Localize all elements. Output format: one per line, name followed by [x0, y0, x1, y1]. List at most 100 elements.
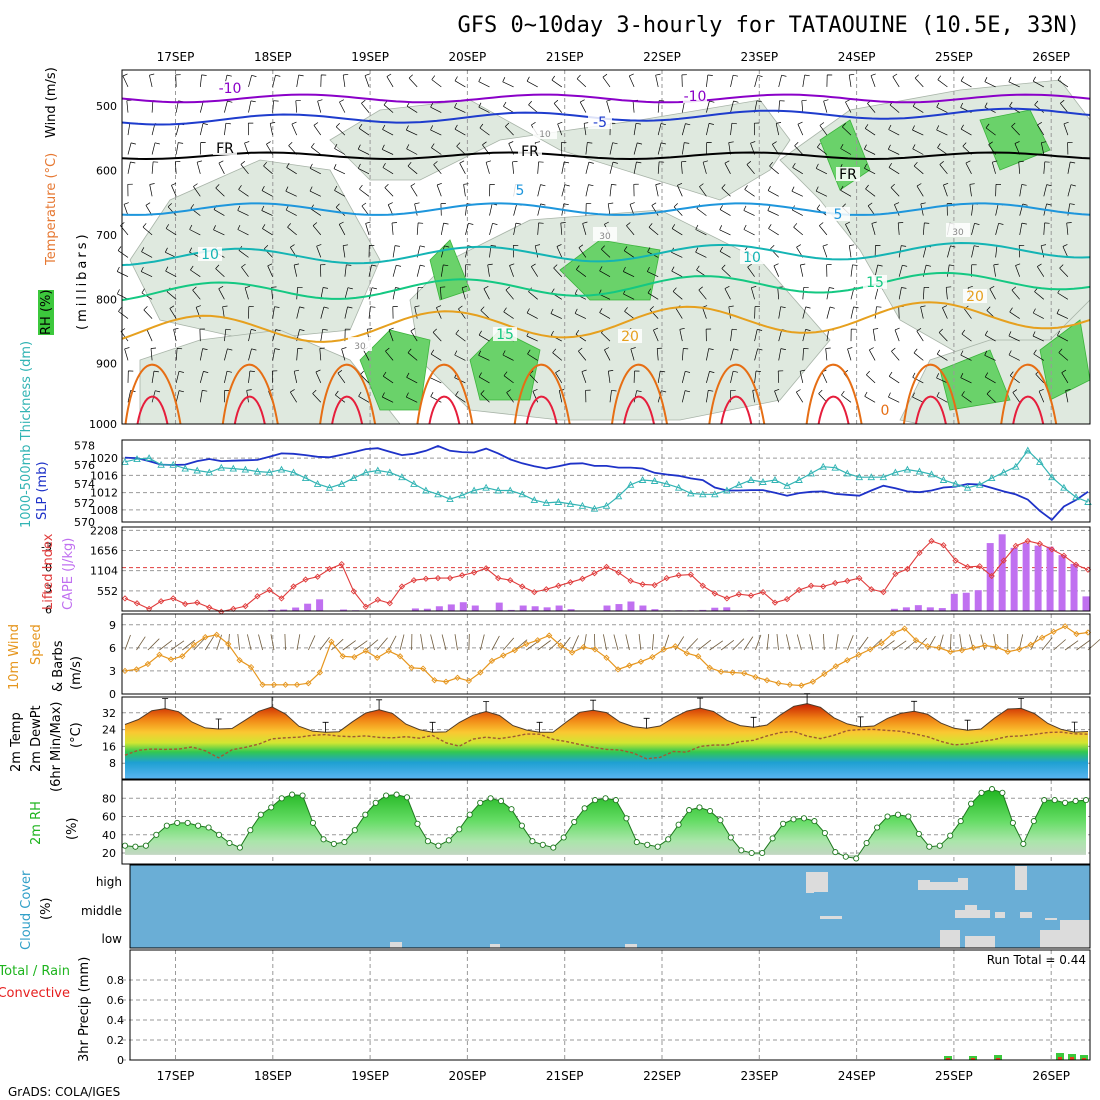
wind10m-point [270, 681, 278, 688]
rh-point [529, 838, 536, 845]
wind-barb [190, 265, 201, 277]
wind-barb [898, 264, 908, 277]
rh-point [393, 791, 400, 798]
bottom-date-label: 26SEP [1032, 1069, 1070, 1083]
thickness-tick-label: 572 [74, 497, 95, 510]
wind10m-point [1061, 623, 1069, 630]
lifted-index-point [603, 563, 610, 571]
wind-barb [706, 123, 714, 136]
wind-barb [560, 222, 566, 235]
wind-barb [290, 389, 297, 403]
wind-barb [825, 347, 831, 361]
wind-barb [1067, 184, 1076, 197]
thickness-point [374, 466, 382, 474]
wind-barb [503, 371, 514, 384]
wind10m-point [603, 654, 610, 661]
thickness-point [542, 498, 551, 506]
wind-barb [537, 161, 544, 174]
wind-barb [724, 285, 731, 300]
lifted-index-label: Lifted Index [41, 533, 56, 610]
wind-barb [392, 245, 400, 258]
wind10m-point [958, 647, 966, 654]
wind-barb [912, 392, 924, 403]
wind-barb [218, 285, 225, 300]
bottom-date-axis: 17SEP 18SEP 19SEP 20SEP 21SEP 22SEP 23SEP 24SEP… [157, 1069, 1070, 1083]
max-temp-whisker [911, 700, 918, 712]
wind-barb [576, 265, 587, 277]
wind-barb [960, 76, 972, 88]
wind-barb [247, 122, 254, 136]
wind-barb [431, 75, 442, 88]
wind10m-barb [1053, 639, 1066, 651]
wind10m-barb [560, 636, 571, 651]
wind-barb [681, 390, 691, 403]
max-temp-whisker [1071, 721, 1078, 733]
wind-barb [480, 306, 490, 319]
wind-barb [414, 305, 420, 319]
wind10m-barb [823, 633, 825, 651]
cloud-level-middle: middle [81, 904, 122, 918]
wind-barb [673, 203, 683, 216]
wind10m-barb [319, 637, 330, 651]
wind-barb [165, 224, 177, 236]
rh-point [633, 839, 640, 846]
lifted-index-point [278, 595, 285, 602]
thickness-point [157, 460, 165, 468]
wind-barb [769, 161, 779, 175]
rh-point [518, 822, 525, 829]
wind-barb [478, 372, 490, 384]
thickness-point [1060, 483, 1068, 491]
rh-point [675, 821, 682, 828]
wind10m-point [626, 662, 633, 669]
wind10m-tick-label: 9 [109, 619, 116, 632]
rh-point [863, 839, 870, 847]
wind10m-barb [537, 640, 551, 651]
wind-barb [939, 161, 948, 175]
wind-barb [817, 142, 828, 155]
wind10m-barb [548, 638, 562, 651]
wind-barb [479, 123, 490, 136]
cloud-background [130, 865, 1090, 948]
top-date-label: 26SEP [1032, 50, 1070, 64]
wind-barb [815, 186, 828, 197]
wind10m-barb [376, 637, 388, 651]
wind-barb [269, 122, 276, 136]
wind-barb [864, 391, 876, 403]
cloud-level-low: low [102, 932, 123, 946]
wind10m-point [1073, 630, 1080, 638]
wind-barb [721, 184, 731, 197]
wind10m-barb [430, 634, 435, 651]
wind10m-point [1027, 641, 1034, 648]
precip-total-bar [1080, 1055, 1088, 1060]
rh-point [905, 813, 912, 820]
rh2m-panel: 20 40 60 80 2m RH (%) [29, 779, 1091, 865]
wind-barb [894, 327, 900, 342]
wind-barb [840, 185, 852, 197]
wind-barb [505, 122, 514, 136]
wind-barb [320, 264, 326, 277]
surface-contour [817, 395, 850, 425]
thickness-point [891, 468, 900, 476]
chart-title: GFS 0~10day 3-hourly for TATAOUINE (10.5… [457, 13, 1080, 38]
wind-barb [199, 371, 209, 383]
wind-barb [724, 160, 731, 174]
rh-point [362, 811, 369, 818]
wind-barb [248, 348, 257, 361]
wind-barb [721, 264, 731, 277]
wind-barb [361, 99, 370, 113]
wind-barb [601, 245, 611, 258]
cape-bar [938, 608, 946, 611]
wind10m-point [225, 640, 232, 648]
lifted-index-point [398, 583, 406, 590]
precip-convective-bar [996, 1058, 1000, 1060]
wind-barb [503, 307, 514, 319]
temp2m-tick-label: 8 [109, 757, 116, 770]
max-temp-whisker [697, 697, 704, 709]
wind10m-point [523, 640, 530, 648]
wind-barb [655, 73, 661, 87]
wind-barb [630, 347, 636, 361]
cape-bar [447, 604, 455, 611]
wind-barb [1032, 76, 1044, 88]
wind-barb [173, 327, 179, 342]
lifted-index-point [916, 549, 923, 557]
